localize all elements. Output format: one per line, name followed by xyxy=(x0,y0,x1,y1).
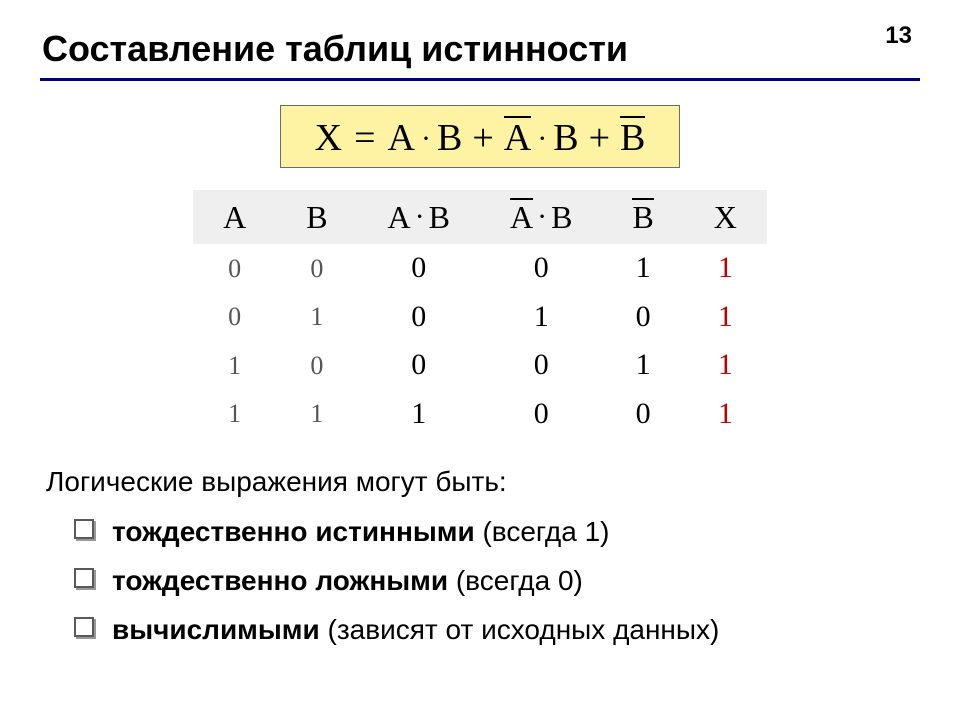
table-body: 000011010101100011111001 xyxy=(193,244,767,438)
formula-container: X = A · B + A · B + B xyxy=(40,105,920,168)
cell-X: 1 xyxy=(684,244,767,293)
cell-AB: 0 xyxy=(358,244,480,293)
cell-AB: 0 xyxy=(358,341,480,390)
cell-X: 1 xyxy=(684,341,767,390)
cell-B: 1 xyxy=(276,390,357,439)
truth-table: ABA·BA·BBX 000011010101100011111001 xyxy=(193,190,767,438)
cell-AB: 1 xyxy=(358,390,480,439)
list-item: тождественно истинными (всегда 1) xyxy=(74,512,920,551)
cell-nB: 0 xyxy=(602,390,683,439)
cell-nB: 1 xyxy=(602,244,683,293)
list-item: тождественно ложными (всегда 0) xyxy=(74,561,920,600)
cell-A: 0 xyxy=(193,244,276,293)
formula-lhs: X xyxy=(315,119,342,157)
term1-a: A xyxy=(388,119,415,157)
body-text-block: Логические выражения могут быть: тождест… xyxy=(46,466,920,650)
col-nB: B xyxy=(602,190,683,244)
cell-A: 1 xyxy=(193,341,276,390)
cell-nAB: 0 xyxy=(480,244,602,293)
lead-text: Логические выражения могут быть: xyxy=(46,466,920,498)
col-nAB: A·B xyxy=(480,190,602,244)
bullet-term: тождественно ложными xyxy=(112,565,448,596)
cell-B: 0 xyxy=(276,341,357,390)
cell-nAB: 1 xyxy=(480,293,602,342)
cell-A: 0 xyxy=(193,293,276,342)
cell-nB: 1 xyxy=(602,341,683,390)
truth-table-container: ABA·BA·BBX 000011010101100011111001 xyxy=(40,190,920,438)
col-AB: A·B xyxy=(358,190,480,244)
dot-icon: · xyxy=(533,124,551,154)
cell-X: 1 xyxy=(684,390,767,439)
list-item: вычислимыми (зависят от исходных данных) xyxy=(74,610,920,649)
cell-nAB: 0 xyxy=(480,390,602,439)
equals-sign: = xyxy=(344,119,385,157)
term1-b: B xyxy=(437,119,462,157)
page-title: Составление таблиц истинности xyxy=(42,28,920,70)
cell-A: 1 xyxy=(193,390,276,439)
cell-B: 0 xyxy=(276,244,357,293)
plus-sign: + xyxy=(464,119,501,157)
bullet-rest: (всегда 0) xyxy=(448,565,583,596)
bullet-term: вычислимыми xyxy=(112,614,320,645)
col-X: X xyxy=(684,190,767,244)
cell-AB: 0 xyxy=(358,293,480,342)
bullet-term: тождественно истинными xyxy=(112,516,475,547)
col-A: A xyxy=(193,190,276,244)
term2-a-overline: A xyxy=(504,116,531,157)
table-row: 010101 xyxy=(193,293,767,342)
table-row: 111001 xyxy=(193,390,767,439)
dot-icon: · xyxy=(417,124,435,154)
page-number: 13 xyxy=(885,22,912,50)
cell-X: 1 xyxy=(684,293,767,342)
bullet-list: тождественно истинными (всегда 1)тождест… xyxy=(74,512,920,650)
plus-sign: + xyxy=(581,119,618,157)
cell-nAB: 0 xyxy=(480,341,602,390)
cell-B: 1 xyxy=(276,293,357,342)
table-header-row: ABA·BA·BBX xyxy=(193,190,767,244)
term2-b: B xyxy=(553,119,578,157)
table-row: 100011 xyxy=(193,341,767,390)
title-underline xyxy=(40,78,920,81)
cell-nB: 0 xyxy=(602,293,683,342)
bullet-rest: (зависят от исходных данных) xyxy=(320,614,720,645)
col-B: B xyxy=(276,190,357,244)
bullet-rest: (всегда 1) xyxy=(475,516,610,547)
table-row: 000011 xyxy=(193,244,767,293)
term3-b-overline: B xyxy=(620,116,645,157)
formula-box: X = A · B + A · B + B xyxy=(280,105,681,168)
